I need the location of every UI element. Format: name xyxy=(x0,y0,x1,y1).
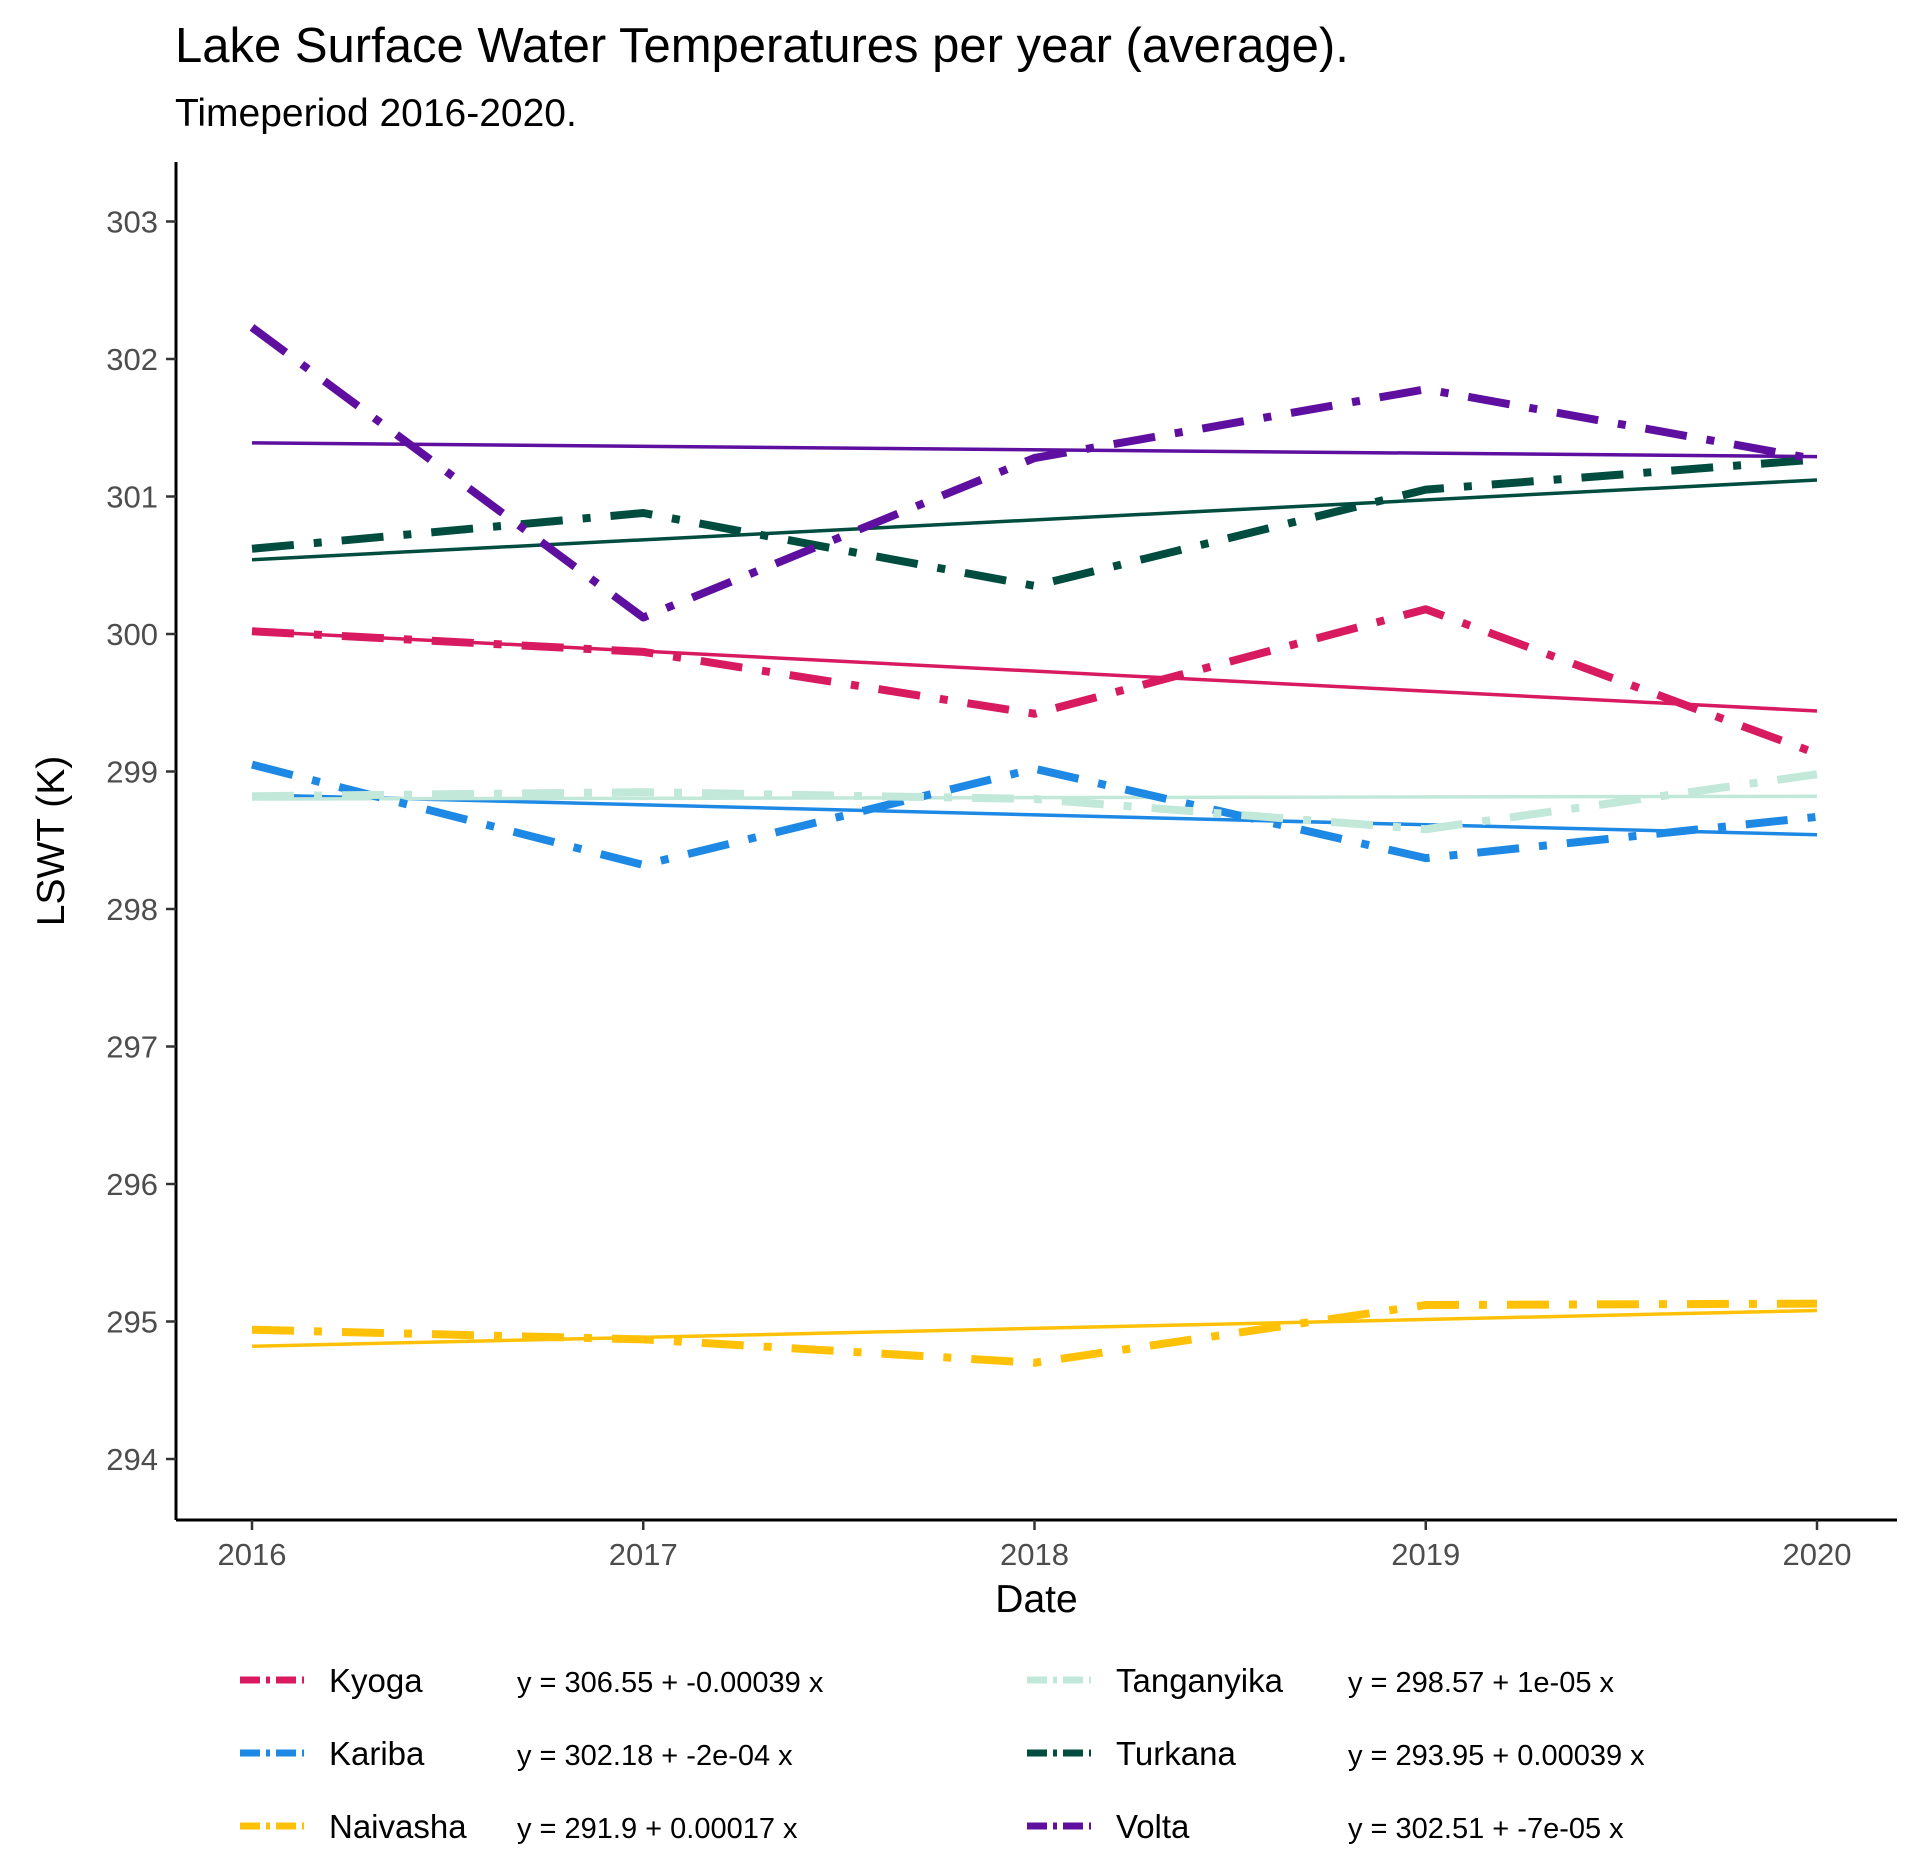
y-tick-label: 298 xyxy=(106,892,158,927)
x-tick-label: 2018 xyxy=(1000,1537,1069,1572)
legend-label-turkana: Turkana xyxy=(1116,1735,1236,1772)
trend-line-volta xyxy=(251,441,1818,459)
chart-subtitle: Timeperiod 2016-2020. xyxy=(175,92,577,135)
series-line-volta xyxy=(249,324,1818,622)
legend-label-volta: Volta xyxy=(1116,1808,1190,1845)
trend-line-kyoga xyxy=(251,629,1818,713)
series-line-naivasha xyxy=(251,1299,1818,1367)
y-tick-label: 296 xyxy=(106,1167,158,1202)
x-tick-label: 2016 xyxy=(218,1537,287,1572)
legend-equation-volta: y = 302.51 + -7e-05 x xyxy=(1348,1813,1624,1845)
series-line-turkana xyxy=(251,455,1818,590)
x-tick-label: 2019 xyxy=(1391,1537,1460,1572)
x-tick-label: 2017 xyxy=(609,1537,678,1572)
chart-title: Lake Surface Water Temperatures per year… xyxy=(175,19,1349,73)
trend-line-naivasha xyxy=(251,1308,1818,1348)
trend-line-kariba xyxy=(251,793,1818,837)
legend-label-kariba: Kariba xyxy=(329,1735,425,1772)
y-tick-label: 299 xyxy=(106,755,158,790)
legend-label-kyoga: Kyoga xyxy=(329,1662,423,1699)
legend-equation-tanganyika: y = 298.57 + 1e-05 x xyxy=(1348,1667,1615,1699)
legend-equation-naivasha: y = 291.9 + 0.00017 x xyxy=(517,1813,798,1845)
y-tick-label: 302 xyxy=(106,342,158,377)
x-tick-label: 2020 xyxy=(1783,1537,1852,1572)
y-tick-label: 294 xyxy=(106,1442,158,1477)
legend-label-tanganyika: Tanganyika xyxy=(1116,1662,1284,1699)
y-axis-title: LSWT (K) xyxy=(30,756,73,926)
legend-label-naivasha: Naivasha xyxy=(329,1808,467,1845)
trend-line-turkana xyxy=(251,478,1818,562)
y-tick-label: 297 xyxy=(106,1030,158,1065)
y-tick-label: 303 xyxy=(106,205,158,240)
y-tick-label: 301 xyxy=(106,480,158,515)
y-tick-label: 295 xyxy=(106,1305,158,1340)
legend-equation-kyoga: y = 306.55 + -0.00039 x xyxy=(517,1667,824,1699)
series-line-kyoga xyxy=(251,605,1819,758)
legend-equation-kariba: y = 302.18 + -2e-04 x xyxy=(517,1740,793,1772)
y-tick-label: 300 xyxy=(106,617,158,652)
legend-equation-turkana: y = 293.95 + 0.00039 x xyxy=(1348,1740,1645,1772)
x-axis-title: Date xyxy=(995,1578,1077,1621)
